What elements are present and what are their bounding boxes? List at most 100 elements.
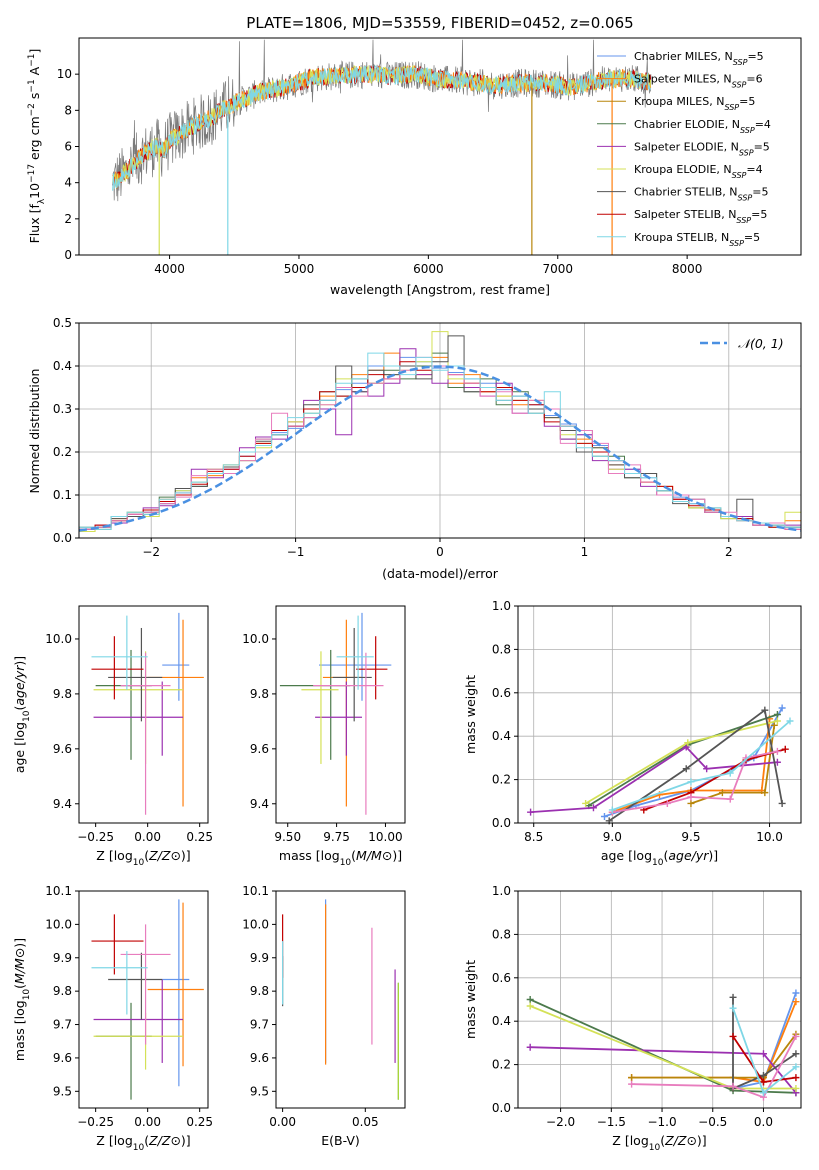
label-part: Z/Z⊙: [664, 1133, 697, 1148]
x-tick-label: 9.50: [274, 830, 301, 844]
weight-point: [729, 1004, 737, 1012]
weight-series: [631, 1035, 797, 1099]
weight-point: [526, 1043, 534, 1051]
weight-point: [684, 739, 692, 747]
weight-point: [792, 1063, 800, 1071]
label-part: 10: [133, 858, 145, 868]
weight-series: [732, 997, 797, 1090]
label-part: 10: [649, 1143, 661, 1153]
weight-point: [628, 1080, 636, 1088]
ylabel-part: −2: [27, 103, 37, 116]
label-part: M/M⊙: [356, 848, 392, 863]
age-vs-mass-panel: 9.50 9.75 10.00 9.4 9.6 9.8 10.0 mass [log10(M/…: [242, 605, 406, 868]
legend-sub: SSP: [733, 58, 748, 67]
y-tick-label: 0.0: [492, 1101, 511, 1115]
ylabel-part: 10: [27, 183, 42, 199]
weight-point: [526, 1002, 534, 1010]
legend-name: Salpeter MILES, N: [634, 73, 732, 86]
legend-sub: SSP: [738, 193, 753, 202]
legend-label: Salpeter STELIB, NSSP=5: [634, 208, 767, 225]
y-tick-label: 0.2: [53, 445, 72, 459]
y-tick-label: 9.8: [53, 984, 72, 998]
x-tick-label: 1: [581, 545, 589, 559]
label-part: )]: [181, 848, 191, 863]
weight-point: [687, 799, 695, 807]
y-axis-label: mass weight: [463, 960, 478, 1039]
weight-series: [611, 720, 791, 811]
weight-point: [773, 717, 781, 725]
figure-title: PLATE=1806, MJD=53559, FIBERID=0452, z=0…: [246, 14, 633, 32]
weight-point: [527, 808, 535, 816]
label-part: Z/Z⊙: [148, 1133, 181, 1148]
y-tick-label: 0.8: [492, 642, 511, 656]
y-tick-label: 2: [64, 212, 72, 226]
label-part: Z [log: [96, 1133, 132, 1148]
label-part: 10: [133, 1143, 145, 1153]
panel-frame: [275, 890, 406, 1109]
weight-point: [759, 1078, 767, 1086]
massweight-vs-age-panel: 8.5 9.0 9.5 10.0 0.0 0.2 0.4 0.6 0.8 1.0 age [log1…: [463, 599, 802, 868]
x-axis-label: mass [log10(M/M⊙)]: [279, 848, 402, 868]
legend-sub: SSP: [729, 238, 744, 247]
y-tick-label: 9.6: [53, 742, 72, 756]
histogram-frame: [78, 322, 802, 539]
weight-point: [759, 1089, 767, 1097]
y-tick-label: 0: [64, 248, 72, 262]
histogram-series: [78, 352, 802, 538]
legend-count: =5: [744, 231, 760, 244]
ylabel-part: ]: [27, 49, 42, 54]
histogram-xlabel: (data-model)/error: [382, 566, 499, 581]
label-part: )]: [697, 1133, 707, 1148]
label-part: (: [351, 848, 356, 863]
normal-curve: [78, 365, 802, 532]
label-part: mass [log: [12, 1000, 27, 1061]
weight-point: [663, 799, 671, 807]
x-tick-label: 0.00: [134, 1115, 161, 1129]
normal-pdf: [78, 365, 802, 532]
x-tick-label: 2: [725, 545, 733, 559]
y-tick-label: 0.2: [492, 773, 511, 787]
panel-frame: [517, 605, 802, 824]
label-part: age/yr: [668, 848, 709, 863]
residual-histogram-panel: −2 −1 0 1 2 0.0 0.1 0.2 0.3 0.4 0.5 (data-model)/e…: [27, 316, 802, 581]
histogram-legend: 𝒩(0, 1): [700, 336, 784, 351]
y-tick-label: 9.7: [53, 1018, 72, 1032]
ylabel-part: −17: [27, 164, 37, 183]
weight-point: [792, 1050, 800, 1058]
weight-point: [703, 765, 711, 773]
spectrum-xlabel: wavelength [Angstrom, rest frame]: [330, 282, 550, 297]
legend-name: Kroupa STELIB, N: [634, 231, 729, 244]
y-tick-label: 0.2: [492, 1058, 511, 1072]
weight-point: [682, 765, 690, 773]
legend-count: =4: [746, 163, 762, 176]
y-tick-label: 9.4: [250, 797, 269, 811]
y-axis-label: mass weight: [463, 675, 478, 754]
x-tick-label: −1.5: [597, 1115, 626, 1129]
panel-frame: [517, 890, 802, 1109]
x-axis-label: Z [log10(Z/Z⊙)]: [612, 1133, 706, 1153]
x-tick-label: 6000: [413, 262, 444, 276]
label-part: mass [log: [279, 848, 340, 863]
y-tick-label: 4: [64, 176, 72, 190]
y-tick-label: 0.0: [492, 816, 511, 830]
mass-vs-metallicity-panel: −0.25 0.00 0.25 9.5 9.6 9.7 9.8 9.9 10.0 10.1 Z [l…: [12, 884, 213, 1153]
weight-point: [773, 747, 781, 755]
label-part: )]: [12, 938, 27, 948]
weight-point: [786, 717, 794, 725]
label-part: (: [660, 1133, 665, 1148]
weight-point: [600, 812, 608, 820]
panel-frame: [78, 890, 209, 1109]
legend-count: =6: [746, 73, 762, 86]
legend-name: Kroupa MILES, N: [634, 95, 724, 108]
weight-point: [759, 1071, 767, 1079]
legend-count: =5: [747, 50, 763, 63]
label-part: )]: [181, 1133, 191, 1148]
legend-sub: SSP: [724, 103, 739, 112]
label-part: age/yr: [12, 665, 27, 706]
weight-point: [792, 1032, 800, 1040]
panel-frame: [78, 605, 209, 824]
label-part: 10: [340, 858, 352, 868]
label-part: (: [12, 706, 27, 711]
legend-label: Salpeter MILES, NSSP=6: [634, 73, 763, 90]
